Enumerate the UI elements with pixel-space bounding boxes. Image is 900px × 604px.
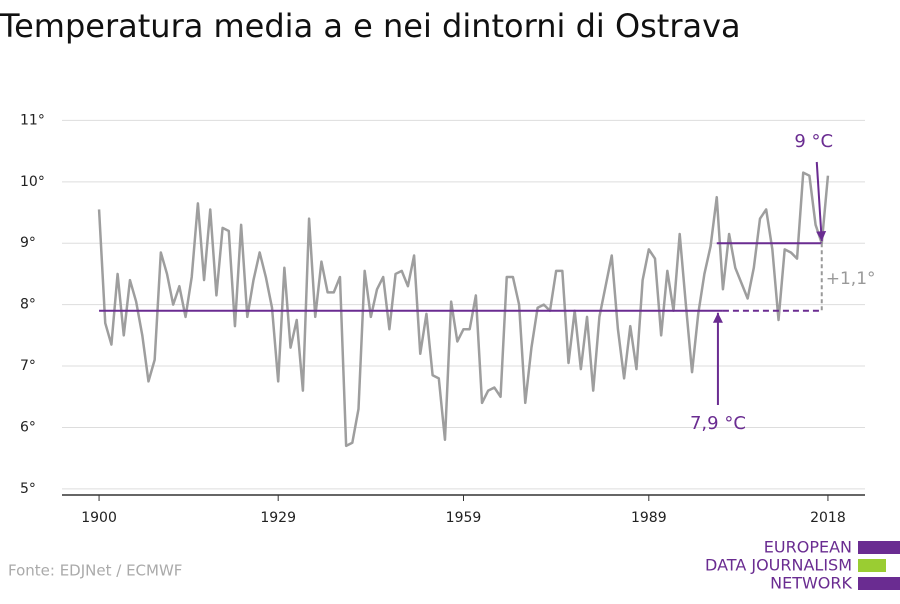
annotation: 7,9 °C — [690, 413, 746, 434]
y-tick-label: 7° — [20, 358, 36, 374]
arrow-head — [816, 230, 827, 242]
y-tick-label: 9° — [20, 235, 36, 251]
x-tick-label: 2018 — [810, 510, 846, 526]
logo-bar — [858, 577, 900, 590]
x-tick-label: 1959 — [446, 510, 482, 526]
logo-text: EUROPEAN — [764, 538, 852, 557]
x-tick-label: 1989 — [631, 510, 667, 526]
x-tick-label: 1900 — [81, 510, 117, 526]
y-tick-label: 8° — [20, 297, 36, 313]
annotation-arrow — [815, 161, 823, 242]
source: Fonte: EDJNet / ECMWF — [8, 562, 182, 580]
difference-label: +1,1° — [826, 269, 876, 289]
logo: EUROPEAN DATA JOURNALISM NETWORK — [705, 538, 900, 593]
logo-text: NETWORK — [770, 574, 852, 593]
arrow-head — [712, 312, 723, 323]
x-tick-label: 1929 — [260, 510, 296, 526]
annotation: 9 °C — [794, 131, 833, 152]
logo-bar — [858, 541, 900, 554]
logo-text: DATA JOURNALISM — [705, 556, 852, 575]
y-tick-label: 6° — [20, 419, 36, 435]
y-tick-label: 5° — [20, 481, 36, 497]
data-line — [97, 171, 830, 448]
chart-title: Temperatura media a e nei dintorni di Os… — [0, 7, 741, 45]
logo-bar — [858, 559, 886, 572]
y-tick-label: 10° — [20, 174, 45, 190]
y-tick-label: 11° — [20, 112, 45, 128]
